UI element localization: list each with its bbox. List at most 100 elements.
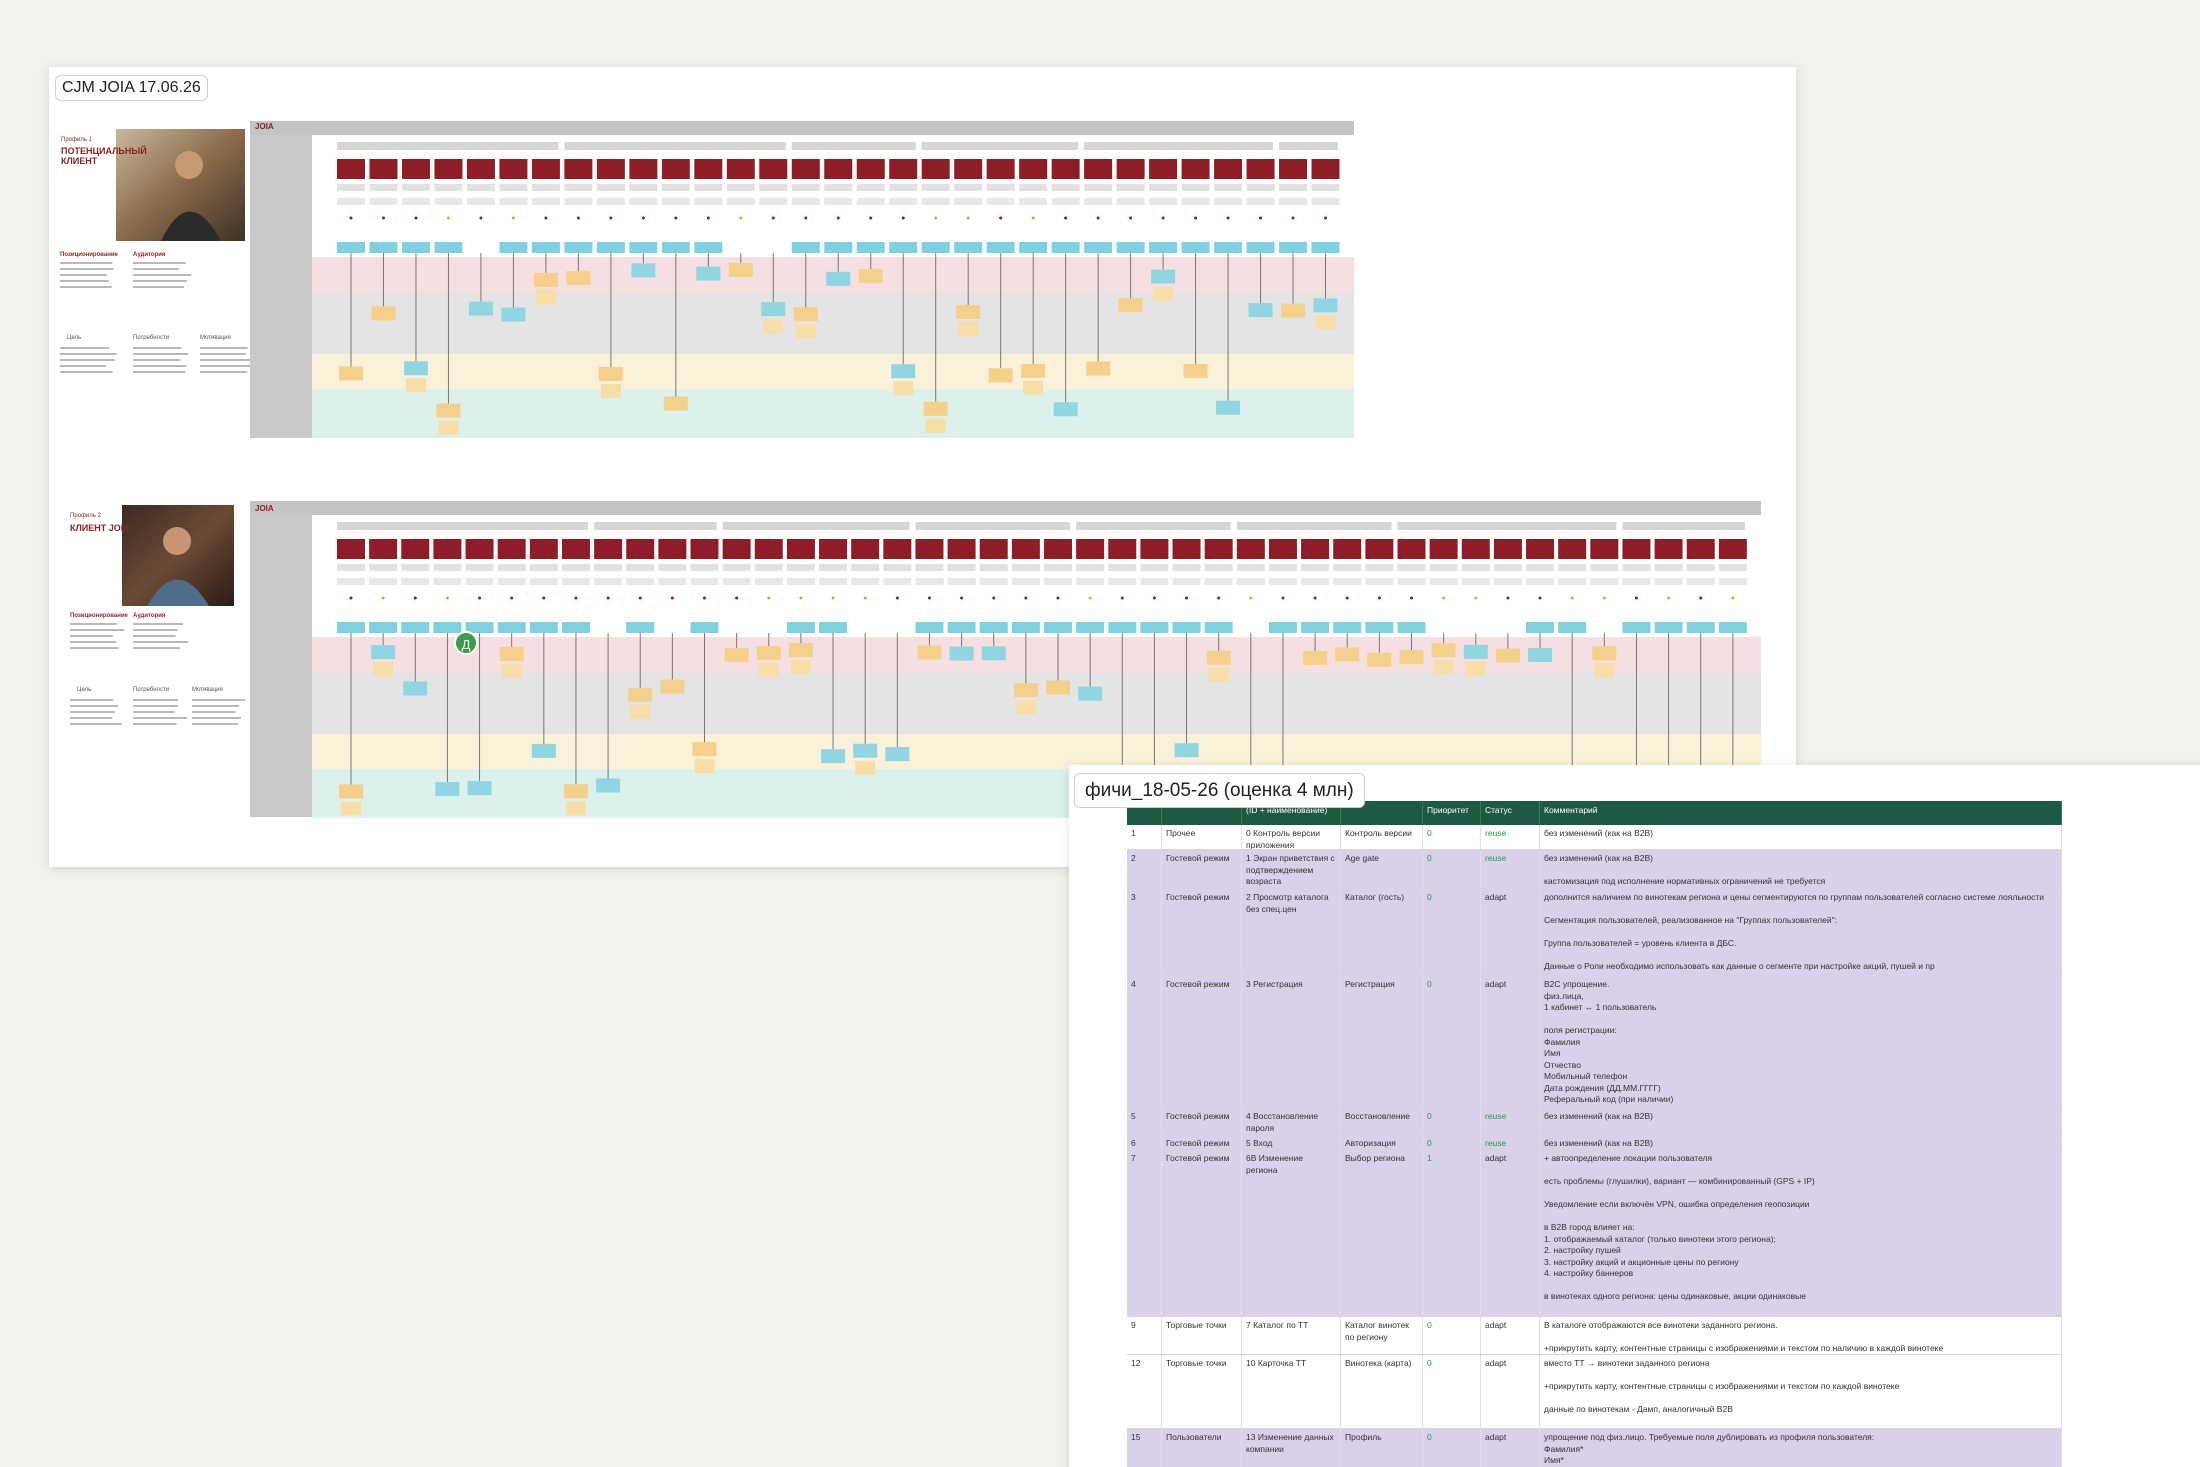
sticky — [563, 784, 588, 799]
cell: 10 Карточка ТТ — [1242, 1355, 1341, 1428]
comment-line: Данные о Роли необходимо использовать ка… — [1544, 961, 1935, 971]
step-note — [337, 564, 365, 571]
sticky — [1495, 648, 1520, 663]
persona-tag: Профиль 2 — [70, 513, 101, 519]
step-note — [1214, 184, 1243, 191]
spreadsheet: (ID + наименование) Приоритет Статус Коммен… — [1069, 765, 2200, 1467]
comment-cell: вместо ТТ → винотеки заданного региона +п… — [1540, 1355, 2062, 1428]
comment-paragraph: Сегментация пользователей, реализованное… — [1544, 915, 2057, 927]
step-note — [1051, 198, 1080, 205]
comment-cell: + автоопределение локации пользователя ес… — [1540, 1150, 2062, 1316]
sticky — [1465, 661, 1486, 676]
step-card — [466, 159, 495, 179]
step-card — [921, 159, 950, 179]
persona-icon-label: Цель — [77, 687, 92, 693]
touchpoint — [369, 622, 398, 633]
sticky — [531, 743, 556, 758]
step-note — [529, 578, 558, 585]
step-note — [401, 184, 430, 191]
step-note — [889, 198, 918, 205]
step-note — [1108, 564, 1137, 571]
step-note — [1084, 184, 1113, 191]
text-line — [70, 699, 114, 701]
sticky — [565, 801, 586, 816]
text-line — [133, 268, 180, 270]
touchpoint — [1140, 622, 1169, 633]
step-note — [531, 198, 560, 205]
sticky — [788, 643, 813, 658]
step-note — [401, 198, 430, 205]
sticky — [795, 324, 816, 339]
comment-paragraph: упрощение под физ.лицо. Требуемые поля д… — [1544, 1432, 2057, 1467]
comment-line: +прикрутить карту, контентные страницы с… — [1544, 1381, 1900, 1391]
cell: 3 — [1127, 889, 1162, 975]
comment-line: упрощение под физ.лицо. Требуемые поля д… — [1544, 1432, 1875, 1442]
header-cell — [1127, 801, 1162, 825]
cell: Выбор региона — [1341, 1150, 1423, 1316]
step-card — [694, 159, 723, 179]
step-dot — [1410, 596, 1413, 600]
cell: adapt — [1481, 1429, 1540, 1467]
step-note — [401, 578, 430, 585]
stage-bar — [915, 522, 1071, 530]
text-line — [133, 699, 179, 701]
step-note — [759, 184, 788, 191]
sticky — [341, 801, 361, 816]
step-dot — [414, 216, 418, 220]
cell: adapt — [1481, 1150, 1540, 1316]
step-note — [915, 564, 944, 571]
board-logo: JOIA — [255, 504, 274, 513]
sticky — [405, 378, 426, 393]
step-note — [1590, 564, 1619, 571]
sticky — [885, 747, 910, 762]
step-note — [694, 198, 723, 205]
step-note — [791, 184, 820, 191]
swimlane — [312, 354, 1354, 389]
sticky — [600, 383, 621, 398]
touchpoint — [564, 242, 593, 253]
step-note — [851, 578, 880, 585]
step-note — [856, 184, 885, 191]
step-dot — [831, 596, 835, 600]
step-note — [786, 578, 815, 585]
sticky — [988, 368, 1013, 383]
step-note — [337, 184, 365, 191]
sticky — [790, 660, 811, 675]
step-card — [401, 159, 430, 179]
touchpoint — [529, 622, 558, 633]
touchpoint — [921, 242, 950, 253]
sticky — [1206, 650, 1231, 665]
step-card — [915, 539, 944, 559]
step-note — [594, 578, 623, 585]
table-row: 12 Торговые точки 10 Карточка ТТ Винотека (… — [1127, 1355, 2062, 1429]
cell: Гостевой режим — [1162, 976, 1242, 1107]
sticky — [501, 307, 526, 322]
cell: Торговые точки — [1162, 1317, 1242, 1354]
step-note — [1011, 578, 1040, 585]
step-note — [851, 564, 880, 571]
cell: 0 — [1423, 1135, 1481, 1149]
comment-line: кастомизация под исполнение нормативных … — [1544, 876, 1826, 886]
touchpoint — [915, 622, 944, 633]
cell: adapt — [1481, 1355, 1540, 1428]
text-line — [133, 635, 176, 637]
table-row: 15 Пользователи 13 Изменение данных компан… — [1127, 1429, 2062, 1467]
step-dot — [992, 596, 996, 600]
step-note — [658, 564, 687, 571]
sticky — [724, 647, 749, 662]
step-card — [786, 539, 815, 559]
text-line — [70, 629, 125, 631]
step-card — [369, 539, 398, 559]
step-card — [690, 539, 719, 559]
label-column — [250, 135, 312, 438]
text-line — [192, 711, 236, 713]
step-card — [629, 159, 658, 179]
step-card — [1279, 159, 1308, 179]
step-note — [369, 564, 398, 571]
sheet-title: фичи_18-05-26 (оценка 4 млн) — [1074, 773, 1365, 808]
text-line — [70, 635, 113, 637]
step-note — [1526, 564, 1555, 571]
touchpoint — [1526, 622, 1555, 633]
step-note — [722, 578, 751, 585]
sticky — [853, 743, 878, 758]
